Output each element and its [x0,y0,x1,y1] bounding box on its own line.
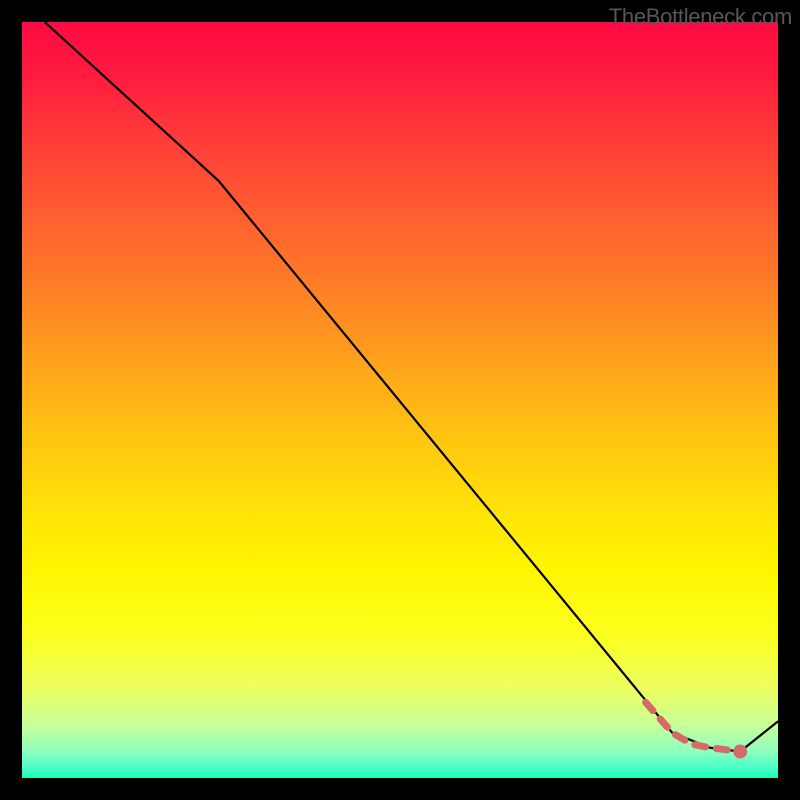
highlight-end-dot [733,745,747,759]
chart-frame [22,22,778,778]
bottleneck-chart [22,22,778,778]
watermark-text: TheBottleneck.com [609,4,792,30]
